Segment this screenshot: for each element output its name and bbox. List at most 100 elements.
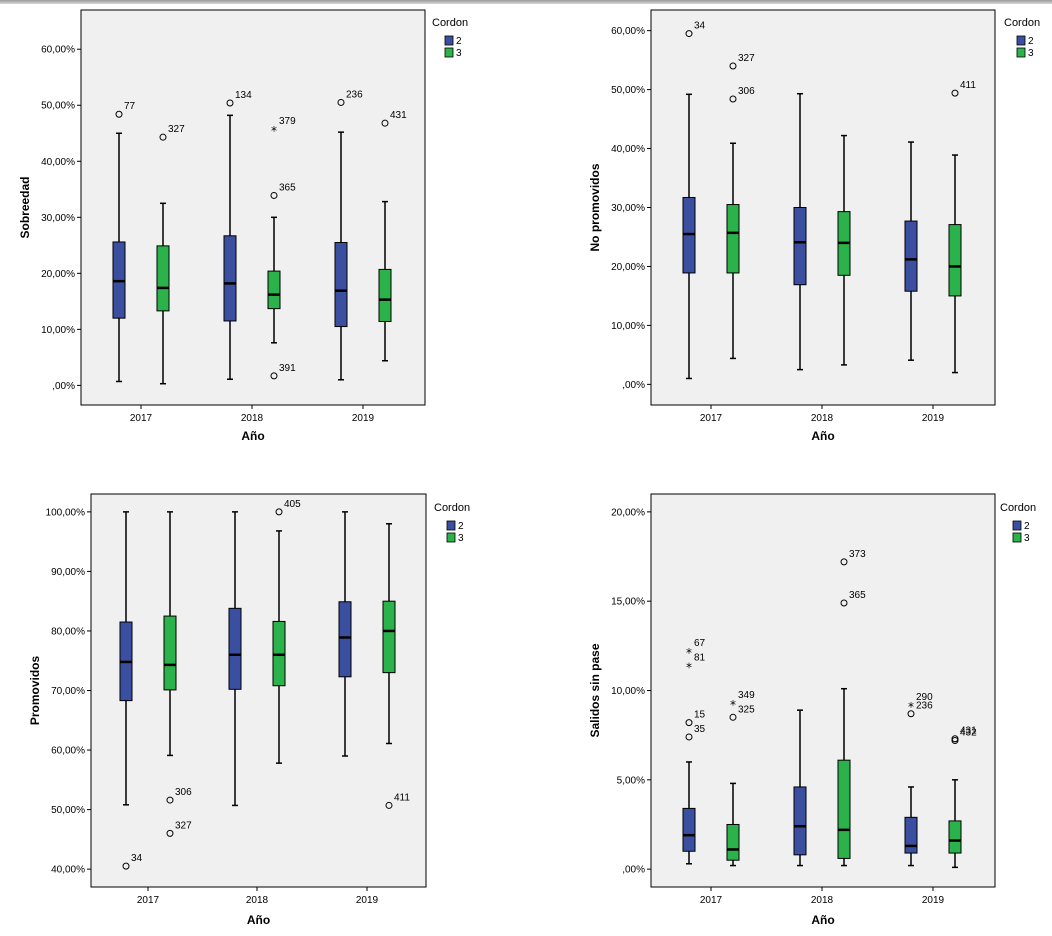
- box-iqr: [382, 600, 396, 674]
- outlier-point: [729, 713, 737, 721]
- plot-area: [650, 9, 996, 406]
- outlier-point: [166, 829, 174, 837]
- outlier-point: [385, 801, 393, 809]
- box-salidos-sin-pase-cordon2-2017: *67*81 15 35: [682, 638, 706, 865]
- outlier-point: [270, 191, 278, 199]
- y-tick-label: 30,00%: [611, 203, 645, 214]
- box-salidos-sin-pase-cordon2-2018: [793, 709, 807, 867]
- y-tick-label: ,00%: [52, 381, 75, 392]
- y-tick-label: 60,00%: [41, 45, 75, 56]
- outlier-label: 67: [694, 638, 706, 649]
- outlier-label: 236: [916, 701, 933, 712]
- box-iqr: [378, 268, 392, 323]
- x-tick-label: 2018: [241, 413, 264, 424]
- box-iqr: [793, 786, 807, 856]
- x-axis-title: Año: [241, 429, 264, 443]
- box-promovidos-cordon2-2019: [338, 511, 352, 757]
- outlier-label: 15: [694, 710, 706, 721]
- y-axis-title: Salidos sin pase: [588, 643, 602, 737]
- x-tick-label: 2019: [356, 895, 379, 906]
- outlier-point: [685, 719, 693, 727]
- outlier-label: 306: [175, 787, 192, 798]
- box-no-promovidos-cordon3-2019: 411: [948, 80, 976, 374]
- y-tick-label: 100,00%: [46, 507, 86, 518]
- legend-label: 3: [1024, 533, 1030, 544]
- box-promovidos-cordon2-2018: [228, 511, 242, 807]
- box-iqr: [334, 242, 348, 328]
- y-tick-label: 20,00%: [41, 269, 75, 280]
- outlier-point: [381, 119, 389, 127]
- x-tick-label: 2019: [922, 413, 945, 424]
- y-tick-label: 50,00%: [41, 101, 75, 112]
- boxplot-chart-promovidos: 40,00% 50,00% 60,00% 70,00% 80,00% 90,00% 100,…: [28, 493, 470, 927]
- y-axis-title: Sobreedad: [18, 176, 32, 238]
- outlier-label: 236: [346, 89, 363, 100]
- legend-swatch: [444, 47, 454, 58]
- box-sobreedad-cordon3-2019: 431: [378, 110, 407, 362]
- outlier-point: [337, 98, 345, 106]
- boxplot-chart-sobreedad: ,00% 10,00% 20,00% 30,00% 40,00% 50,00% 60,00%…: [18, 9, 468, 443]
- outlier-point: [226, 99, 234, 107]
- outlier-point: [275, 508, 283, 516]
- box-no-promovidos-cordon3-2018: [837, 134, 851, 366]
- outlier-point: [270, 372, 278, 380]
- outlier-extreme: *: [271, 124, 277, 138]
- x-axis-title: Año: [811, 429, 834, 443]
- y-tick-label: 40,00%: [611, 144, 645, 155]
- x-axis-title: Año: [247, 913, 270, 927]
- outlier-extreme: *: [908, 700, 914, 714]
- outlier-label: 327: [175, 820, 192, 831]
- x-tick-label: 2018: [811, 895, 834, 906]
- y-tick-label: 60,00%: [611, 26, 645, 37]
- outlier-label: 365: [279, 182, 296, 193]
- legend-label: 2: [1028, 36, 1034, 47]
- y-tick-label: 40,00%: [41, 157, 75, 168]
- box-iqr: [726, 204, 740, 274]
- outlier-label: 81: [694, 652, 706, 663]
- outlier-extreme: *: [730, 698, 736, 712]
- y-tick-label: 50,00%: [51, 805, 85, 816]
- boxplot-chart-no-promovidos: ,00% 10,00% 20,00% 30,00% 40,00% 50,00% 60,00%…: [588, 9, 1040, 443]
- outlier-point: [840, 558, 848, 566]
- y-tick-label: 50,00%: [611, 85, 645, 96]
- outlier-label: 134: [235, 90, 252, 101]
- box-iqr: [793, 207, 807, 286]
- y-tick-label: 20,00%: [611, 507, 645, 518]
- outlier-point: [907, 710, 915, 718]
- y-tick-label: 10,00%: [611, 686, 645, 697]
- box-salidos-sin-pase-cordon3-2018: 373 365: [837, 549, 866, 867]
- x-tick-label: 2018: [811, 413, 834, 424]
- outlier-point: [166, 796, 174, 804]
- outlier-point: [729, 95, 737, 103]
- outlier-point: [122, 862, 130, 870]
- box-iqr: [948, 820, 962, 854]
- outlier-point: [840, 599, 848, 607]
- boxplot-chart-salidos-sin-pase: ,00% 5,00% 10,00% 15,00% 20,00% 2017 2018 2019 A…: [588, 493, 1036, 927]
- outlier-label: 349: [738, 690, 755, 701]
- box-sobreedad-cordon2-2019: 236: [334, 89, 363, 381]
- outlier-label: 327: [738, 53, 755, 64]
- outlier-point: [685, 733, 693, 741]
- outlier-label: 34: [131, 853, 143, 864]
- y-tick-label: 10,00%: [41, 325, 75, 336]
- box-promovidos-cordon3-2019: 411: [382, 523, 410, 809]
- legend-title: Cordon: [434, 502, 470, 514]
- y-axis-title: No promovidos: [588, 163, 602, 251]
- x-tick-label: 2019: [352, 413, 375, 424]
- y-tick-label: 20,00%: [611, 262, 645, 273]
- y-tick-label: 60,00%: [51, 746, 85, 757]
- box-iqr: [948, 224, 962, 297]
- box-sobreedad-cordon2-2017: 77: [112, 101, 136, 383]
- y-tick-label: ,00%: [622, 380, 645, 391]
- box-no-promovidos-cordon2-2018: [793, 92, 807, 371]
- legend-swatch: [444, 35, 454, 46]
- box-no-promovidos-cordon2-2017: 34: [682, 21, 706, 380]
- y-axis-title: Promovidos: [28, 656, 42, 726]
- outlier-label: 411: [394, 792, 410, 803]
- outlier-label: 325: [738, 704, 755, 715]
- legend-swatch: [1016, 47, 1026, 58]
- outlier-label: 379: [279, 116, 296, 127]
- legend-swatch: [1012, 532, 1022, 543]
- y-tick-label: 15,00%: [611, 597, 645, 608]
